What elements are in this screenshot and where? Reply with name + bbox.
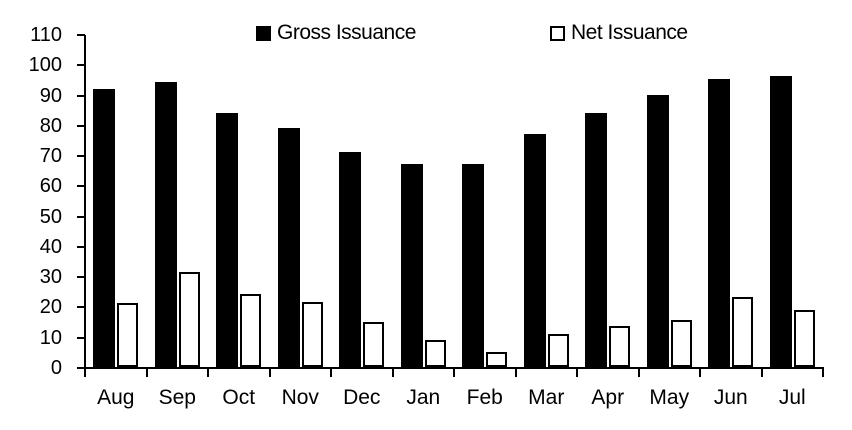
x-axis-line <box>84 367 824 369</box>
x-axis-tick <box>637 369 640 377</box>
y-axis-tick <box>77 94 85 97</box>
bar-net-issuance-jan <box>424 339 446 367</box>
y-axis-tick-label: 50 <box>39 205 62 228</box>
y-axis-tick-label: 100 <box>28 54 62 77</box>
legend-item-net-issuance: Net Issuance <box>550 21 688 45</box>
y-axis-tick-label: 10 <box>39 326 62 349</box>
x-axis-label-oct: Oct <box>222 386 256 409</box>
y-axis-line <box>84 35 86 369</box>
y-axis-tick-label: 80 <box>39 114 62 137</box>
y-axis-tick <box>77 306 85 309</box>
x-axis-label-feb: Feb <box>466 386 503 409</box>
y-axis-tick <box>77 124 85 127</box>
y-axis-tick-label: 0 <box>50 356 62 379</box>
bar-gross-issuance-feb <box>462 164 485 367</box>
y-axis-tick <box>77 366 85 369</box>
category-group-nov <box>270 127 332 367</box>
legend-item-gross-issuance: Gross Issuance <box>256 21 416 45</box>
x-axis-tick <box>145 369 148 377</box>
bar-gross-issuance-nov <box>277 127 300 367</box>
bar-gross-issuance-may <box>646 94 669 367</box>
bar-gross-issuance-jul <box>769 76 792 367</box>
category-group-dec <box>331 152 393 367</box>
y-axis-tick-label: 70 <box>39 145 62 168</box>
gross-issuance-legend-marker-icon <box>256 25 271 41</box>
x-axis-label-sep: Sep <box>158 386 196 409</box>
x-axis-label-nov: Nov <box>281 386 319 409</box>
x-axis-tick <box>207 369 209 377</box>
y-axis-tick-label: 30 <box>39 266 62 289</box>
plot-area <box>85 34 823 367</box>
x-axis-tick <box>699 369 701 377</box>
bar-gross-issuance-apr <box>585 112 608 367</box>
category-group-apr <box>577 112 639 367</box>
x-axis-tick <box>760 369 763 377</box>
x-axis-tick <box>576 369 578 377</box>
category-group-feb <box>454 164 516 367</box>
x-axis-tick <box>84 369 86 377</box>
y-axis-tick <box>77 155 85 158</box>
x-axis-category-labels: Aug Sep Oct Nov Dec Jan Feb Mar Apr May Jun Jul <box>85 386 823 410</box>
bar-gross-issuance-jun <box>708 79 731 367</box>
y-axis-tick-label: 90 <box>39 84 62 107</box>
bar-net-issuance-nov <box>301 301 323 367</box>
y-axis-tick-labels: 110 100 90 80 70 60 50 40 30 20 10 0 <box>0 23 62 380</box>
x-axis-tick <box>453 369 455 377</box>
y-axis-tick <box>77 215 85 218</box>
legend-label-gross-issuance: Gross Issuance <box>277 21 416 44</box>
category-group-jun <box>700 79 762 367</box>
net-issuance-legend-marker-icon <box>550 25 565 41</box>
bar-net-issuance-may <box>670 320 692 367</box>
x-axis-tick-marks <box>84 369 824 377</box>
y-axis-tick-marks <box>77 34 85 369</box>
bar-net-issuance-sep <box>178 271 200 367</box>
x-axis-tick <box>514 369 517 377</box>
bar-gross-issuance-jan <box>400 164 423 367</box>
y-axis-tick-label: 20 <box>39 296 62 319</box>
x-axis-label-apr: Apr <box>591 386 625 409</box>
bar-net-issuance-jul <box>793 309 815 367</box>
bar-net-issuance-apr <box>609 326 631 367</box>
y-axis-tick-label: 40 <box>39 235 62 258</box>
bar-gross-issuance-mar <box>523 133 546 367</box>
x-axis-tick <box>391 369 394 377</box>
y-axis-tick <box>77 34 85 36</box>
x-axis-label-jan: Jan <box>406 386 441 409</box>
y-axis-tick <box>77 336 85 339</box>
y-axis-tick-label: 60 <box>39 175 62 198</box>
bar-net-issuance-feb <box>486 351 508 367</box>
bar-net-issuance-aug <box>117 303 139 367</box>
y-axis-tick <box>77 64 85 67</box>
x-axis-label-dec: Dec <box>343 386 381 409</box>
bar-gross-issuance-aug <box>93 88 116 367</box>
x-axis-label-jun: Jun <box>713 386 748 409</box>
x-axis-label-aug: Aug <box>97 386 135 409</box>
bar-net-issuance-oct <box>240 294 262 367</box>
x-axis-label-may: May <box>649 386 690 409</box>
x-axis-tick <box>330 369 332 377</box>
category-group-oct <box>208 112 270 367</box>
category-group-sep <box>147 82 209 367</box>
bar-gross-issuance-oct <box>216 112 239 367</box>
y-axis-tick <box>77 185 85 188</box>
y-axis-tick-label: 110 <box>30 24 62 46</box>
y-axis-tick <box>77 245 85 248</box>
x-axis-tick <box>822 369 824 377</box>
bar-net-issuance-jun <box>732 297 754 367</box>
x-axis-tick <box>268 369 271 377</box>
category-group-jul <box>762 76 824 367</box>
bar-gross-issuance-sep <box>154 82 177 367</box>
bar-net-issuance-dec <box>363 321 385 367</box>
category-group-may <box>639 94 701 367</box>
category-group-aug <box>85 88 147 367</box>
category-group-jan <box>393 164 455 367</box>
y-axis-tick <box>77 276 85 279</box>
category-group-mar <box>516 133 578 367</box>
x-axis-label-mar: Mar <box>528 386 565 409</box>
legend-label-net-issuance: Net Issuance <box>571 21 688 44</box>
bar-net-issuance-mar <box>547 333 569 367</box>
bar-gross-issuance-dec <box>339 152 362 367</box>
x-axis-label-jul: Jul <box>778 386 806 409</box>
